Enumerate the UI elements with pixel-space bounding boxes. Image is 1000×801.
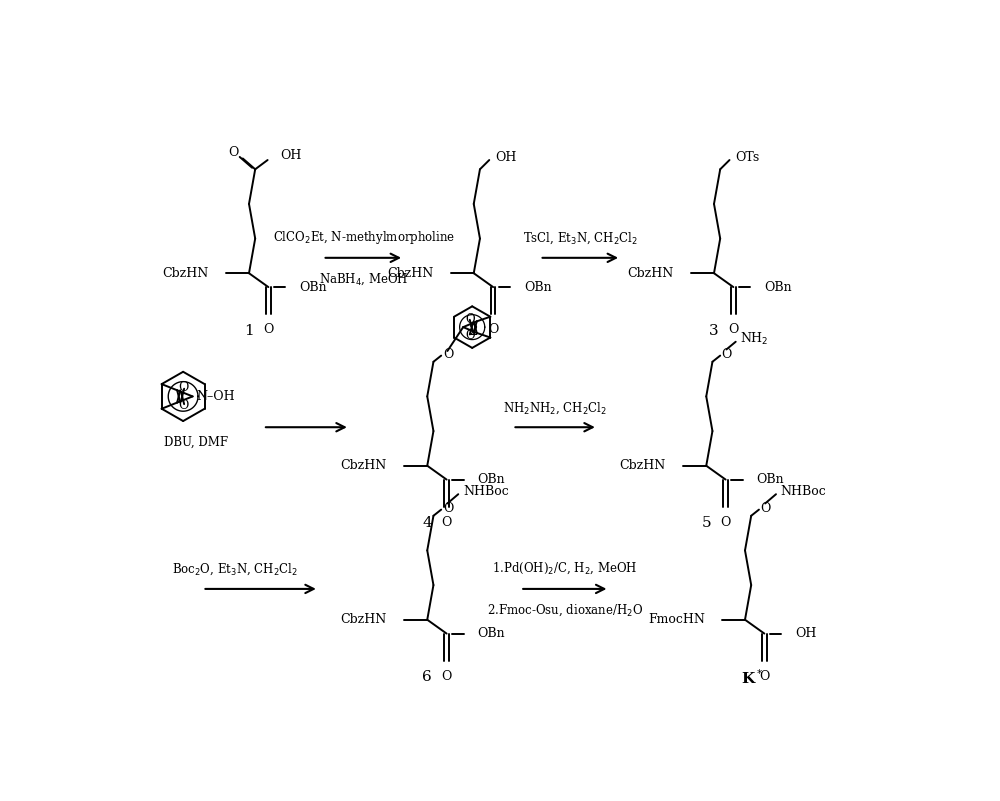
Text: O: O [178, 380, 189, 393]
Text: CbzHN: CbzHN [620, 459, 666, 473]
Text: CbzHN: CbzHN [387, 267, 433, 280]
Text: O: O [466, 328, 475, 342]
Text: CbzHN: CbzHN [627, 267, 674, 280]
Text: OH: OH [495, 151, 517, 164]
Text: O: O [443, 501, 453, 514]
Text: NHBoc: NHBoc [781, 485, 826, 497]
Text: NH$_2$: NH$_2$ [740, 331, 768, 347]
Text: ClCO$_2$Et, N-methylmorpholine: ClCO$_2$Et, N-methylmorpholine [273, 229, 455, 246]
Text: 2: 2 [469, 324, 479, 338]
Text: 3: 3 [709, 324, 719, 338]
Text: DBU, DMF: DBU, DMF [164, 436, 228, 449]
Text: O: O [720, 516, 731, 529]
Text: CbzHN: CbzHN [341, 614, 387, 626]
Text: NHBoc: NHBoc [463, 485, 509, 497]
Text: O: O [228, 146, 239, 159]
Text: O: O [488, 324, 498, 336]
Text: O: O [761, 501, 771, 514]
Text: 2.Fmoc-Osu, dioxane/H$_2$O: 2.Fmoc-Osu, dioxane/H$_2$O [487, 603, 643, 618]
Text: 1: 1 [244, 324, 254, 338]
Text: OBn: OBn [757, 473, 784, 486]
Text: N–OH: N–OH [197, 390, 235, 403]
Text: O: O [178, 399, 189, 413]
Text: CbzHN: CbzHN [341, 459, 387, 473]
Text: NaBH$_4$, MeOH: NaBH$_4$, MeOH [319, 272, 408, 287]
Text: O: O [722, 348, 732, 360]
Text: OBn: OBn [764, 280, 792, 294]
Text: CbzHN: CbzHN [162, 267, 209, 280]
Text: K$^*$: K$^*$ [741, 668, 764, 686]
Text: OBn: OBn [299, 280, 327, 294]
Text: FmocHN: FmocHN [648, 614, 705, 626]
Text: O: O [728, 324, 739, 336]
Text: Boc$_2$O, Et$_3$N, CH$_2$Cl$_2$: Boc$_2$O, Et$_3$N, CH$_2$Cl$_2$ [172, 562, 298, 578]
Text: O: O [263, 324, 274, 336]
Text: TsCl, Et$_3$N, CH$_2$Cl$_2$: TsCl, Et$_3$N, CH$_2$Cl$_2$ [523, 231, 638, 246]
Text: OBn: OBn [524, 280, 552, 294]
Text: OH: OH [280, 149, 301, 162]
Text: 4: 4 [422, 517, 432, 530]
Text: 5: 5 [701, 517, 711, 530]
Text: 1.Pd(OH)$_2$/C, H$_2$, MeOH: 1.Pd(OH)$_2$/C, H$_2$, MeOH [492, 561, 638, 576]
Text: O: O [759, 670, 770, 682]
Text: O: O [443, 348, 453, 360]
Text: O: O [466, 312, 475, 325]
Text: 6: 6 [422, 670, 432, 685]
Text: OTs: OTs [736, 151, 760, 164]
Text: OBn: OBn [478, 627, 505, 640]
Text: OH: OH [795, 627, 817, 640]
Text: NH$_2$NH$_2$, CH$_2$Cl$_2$: NH$_2$NH$_2$, CH$_2$Cl$_2$ [503, 400, 607, 416]
Text: OBn: OBn [478, 473, 505, 486]
Text: O: O [441, 670, 452, 682]
Text: O: O [441, 516, 452, 529]
